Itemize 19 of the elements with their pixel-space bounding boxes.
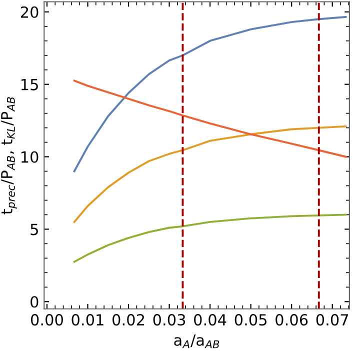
y-axis-title: t$_{prec}$/P$_{AB}$, t$_{KL}$/P$_{AB}$ [1,97,18,214]
x-tick-label: 0.03 [153,314,186,326]
x-tick-label: 0.05 [234,314,266,326]
y-tick-label: 10 [22,151,38,163]
x-tick-label: 0.04 [194,314,226,326]
y-tick-label: 5 [30,224,38,236]
line-series [73,125,347,223]
line-series [73,80,347,158]
x-tick-label: 0.01 [72,314,104,326]
x-tick-label: 0.02 [112,314,144,326]
line-series [73,16,347,172]
x-tick-label: 0.06 [276,314,308,326]
x-tick-label: 0.07 [316,314,348,326]
y-tick-label: 0 [30,296,38,308]
x-axis-title: a$_{A}$/a$_{AB}$ [174,334,220,348]
x-tick-label: 0.00 [30,314,63,326]
y-tick-label: 20 [20,6,38,18]
y-tick-label: 15 [22,78,38,90]
line-series [73,214,347,263]
